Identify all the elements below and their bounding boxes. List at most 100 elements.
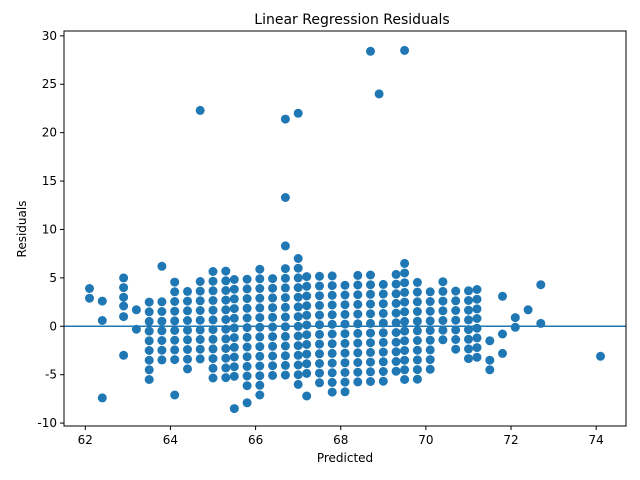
- scatter-point: [412, 307, 422, 316]
- scatter-point: [293, 302, 303, 312]
- scatter-point: [195, 344, 205, 354]
- scatter-point: [97, 393, 107, 403]
- scatter-point: [268, 351, 278, 361]
- scatter-point: [485, 355, 495, 365]
- scatter-point: [221, 305, 231, 315]
- scatter-point: [242, 284, 252, 294]
- scatter-point: [523, 305, 533, 315]
- scatter-point: [391, 269, 401, 279]
- scatter-point: [268, 312, 278, 322]
- scatter-point: [293, 341, 303, 351]
- scatter-point: [340, 387, 350, 397]
- scatter-point: [242, 303, 252, 313]
- scatter-point: [255, 342, 265, 352]
- scatter-point: [472, 294, 482, 304]
- scatter-point: [302, 310, 312, 320]
- scatter-point: [485, 365, 495, 375]
- scatter-point: [425, 355, 435, 365]
- scatter-point: [268, 341, 278, 351]
- scatter-point: [366, 280, 375, 290]
- x-tick-label: 64: [163, 433, 178, 447]
- scatter-point: [195, 105, 205, 115]
- scatter-point: [438, 325, 448, 335]
- y-tick-label: 25: [42, 77, 57, 91]
- scatter-point: [366, 289, 375, 299]
- scatter-point: [293, 350, 303, 360]
- scatter-point: [378, 289, 388, 299]
- scatter-point: [438, 306, 448, 316]
- scatter-point: [280, 302, 290, 312]
- scatter-point: [208, 354, 218, 364]
- scatter-point: [229, 323, 239, 333]
- scatter-point: [242, 371, 252, 381]
- scatter-point: [280, 264, 290, 274]
- scatter-point: [229, 404, 239, 414]
- scatter-point: [400, 326, 410, 336]
- scatter-point: [302, 339, 312, 349]
- scatter-point: [242, 274, 252, 284]
- scatter-point: [340, 329, 350, 339]
- scatter-point: [195, 335, 205, 344]
- scatter-point: [208, 325, 218, 335]
- scatter-point: [144, 346, 154, 355]
- scatter-point: [208, 286, 218, 296]
- scatter-point: [255, 380, 265, 390]
- y-axis-ticks: -10 -5 0 5 10 15 20 25 30: [37, 29, 64, 430]
- scatter-point: [378, 318, 388, 328]
- scatter-point: [510, 313, 520, 323]
- scatter-point: [221, 353, 231, 363]
- scatter-point: [340, 290, 350, 300]
- scatter-point: [302, 281, 312, 291]
- scatter-point: [412, 287, 422, 297]
- scatter-point: [293, 360, 303, 370]
- y-tick-label: 0: [49, 319, 57, 333]
- scatter-point: [378, 376, 388, 386]
- scatter-point: [302, 391, 312, 401]
- x-tick-label: 68: [333, 433, 348, 447]
- plot-frame: [63, 30, 627, 427]
- scatter-point: [157, 326, 167, 336]
- scatter-point: [293, 108, 303, 118]
- scatter-point: [221, 334, 231, 344]
- scatter-point: [596, 351, 605, 361]
- scatter-point: [315, 329, 324, 339]
- scatter-point: [229, 371, 239, 381]
- scatter-point: [229, 362, 239, 372]
- scatter-point: [170, 297, 180, 306]
- scatter-point: [412, 374, 422, 384]
- scatter-point: [472, 352, 482, 362]
- scatter-point: [327, 271, 337, 281]
- scatter-point: [366, 299, 375, 309]
- scatter-point: [195, 296, 205, 306]
- scatter-point: [302, 291, 312, 301]
- scatter-point: [229, 342, 239, 352]
- scatter-point: [472, 304, 482, 314]
- scatter-point: [302, 359, 312, 369]
- scatter-point: [280, 331, 290, 341]
- scatter-point: [144, 297, 154, 307]
- scatter-point: [353, 348, 363, 358]
- scatter-point: [378, 357, 388, 367]
- scatter-point: [183, 354, 192, 364]
- scatter-point: [400, 307, 410, 317]
- scatter-point: [400, 346, 410, 355]
- scatter-point: [255, 264, 265, 274]
- scatter-point: [400, 45, 410, 55]
- scatter-point: [242, 332, 252, 342]
- scatter-point: [366, 377, 375, 386]
- scatter-point: [353, 358, 363, 367]
- scatter-point: [170, 306, 180, 316]
- scatter-point: [391, 347, 401, 357]
- scatter-point: [242, 294, 252, 304]
- scatter-point: [315, 291, 324, 301]
- scatter-point: [144, 355, 154, 365]
- scatter-point: [229, 333, 239, 343]
- x-tick-label: 70: [418, 433, 433, 447]
- scatter-point: [157, 345, 167, 355]
- scatter-point: [144, 336, 154, 346]
- scatter-point: [391, 289, 401, 299]
- scatter-point: [255, 313, 265, 323]
- scatter-point: [183, 296, 192, 306]
- scatter-point: [208, 267, 218, 276]
- scatter-point: [327, 368, 337, 378]
